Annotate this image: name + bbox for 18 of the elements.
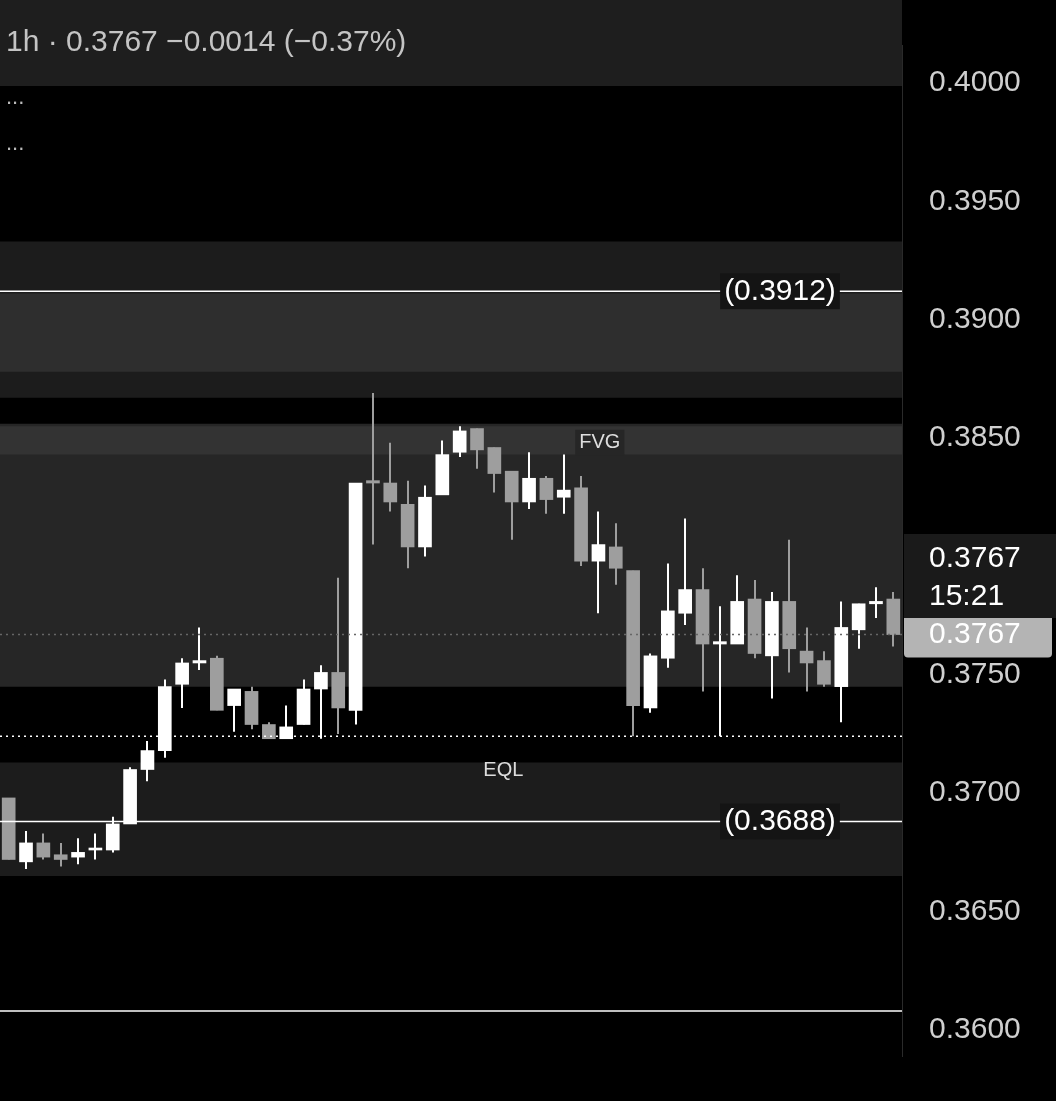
text: 15:21 bbox=[929, 577, 1006, 613]
annotation: EQL bbox=[483, 757, 524, 780]
annotation: ... bbox=[6, 84, 25, 109]
y-tick-label: 0.3600 bbox=[929, 1011, 1021, 1045]
band-label: FVG bbox=[579, 430, 621, 453]
y-tick-label: 0.3650 bbox=[929, 892, 1021, 926]
y-tick-label: 0.3700 bbox=[929, 774, 1021, 808]
ref-line-label: (0.3688) bbox=[724, 802, 836, 836]
chart-title: 1h · 0.3767 −0.0014 (−0.37%) bbox=[6, 24, 407, 57]
y-tick-label: 0.3850 bbox=[929, 419, 1021, 453]
text: 0.3767 bbox=[929, 539, 1022, 575]
y-tick-label: 0.4000 bbox=[929, 64, 1021, 98]
ref-line-label: (0.3912) bbox=[724, 272, 836, 306]
y-tick-label: 0.3950 bbox=[929, 182, 1021, 216]
annotation: ... bbox=[6, 130, 25, 155]
y-tick-label: 0.3900 bbox=[929, 300, 1021, 334]
ref-line-label: 0.3767 bbox=[929, 615, 1021, 649]
y-tick-label: 0.3750 bbox=[929, 656, 1021, 690]
